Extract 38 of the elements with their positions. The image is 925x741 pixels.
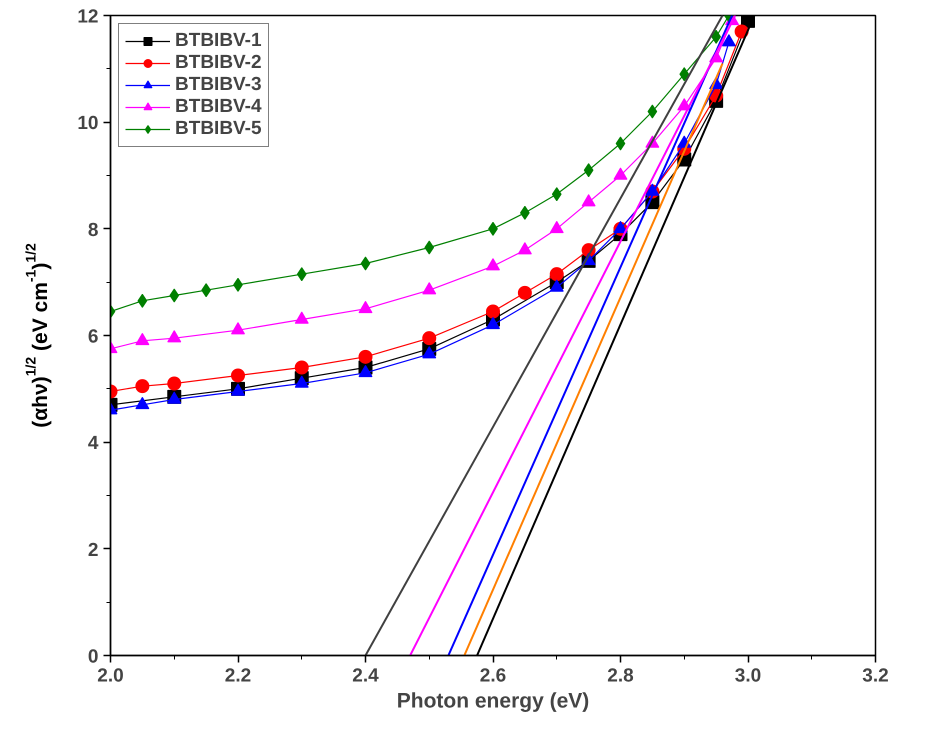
point: [358, 350, 372, 364]
legend-label: BTBIBV-1: [175, 30, 262, 52]
point: [231, 368, 245, 382]
legend-label: BTBIBV-5: [175, 118, 262, 140]
x-tick-label: 2.6: [480, 666, 506, 686]
point: [679, 67, 690, 82]
point: [648, 104, 658, 118]
point: [518, 286, 532, 300]
point: [422, 331, 436, 346]
y-tick-label: 10: [77, 113, 99, 134]
point: [360, 256, 370, 270]
y-tick-label: 8: [88, 220, 99, 241]
y-tick-label: 4: [88, 433, 99, 454]
point: [296, 267, 307, 282]
x-tick-label: 2.0: [97, 666, 124, 686]
point: [550, 267, 564, 282]
y-tick-label: 6: [88, 326, 99, 348]
point: [167, 376, 182, 390]
point: [294, 360, 309, 374]
point: [424, 240, 434, 254]
x-tick-label: 2.8: [607, 666, 634, 686]
point: [616, 136, 626, 150]
y-tick-label: 0: [88, 646, 99, 668]
x-tick-label: 3.0: [734, 666, 762, 686]
x-tick-label: 2.4: [352, 666, 380, 686]
y-tick-label: 2: [88, 540, 99, 561]
point: [552, 187, 562, 202]
legend-label: BTBIBV-4: [175, 96, 262, 118]
legend-label: BTBIBV-2: [175, 52, 262, 74]
point: [486, 304, 500, 318]
x-tick-label: 2.2: [224, 666, 252, 686]
y-tick-label: 12: [77, 6, 99, 28]
x-axis-title: Photon energy (eV): [396, 690, 590, 712]
y-axis-title: (αhν)1/2 (eV cm-1)1/2: [22, 243, 52, 428]
point: [135, 379, 150, 394]
legend-label: BTBIBV-3: [175, 74, 262, 96]
x-tick-label: 3.2: [862, 666, 889, 686]
point: [169, 288, 180, 302]
